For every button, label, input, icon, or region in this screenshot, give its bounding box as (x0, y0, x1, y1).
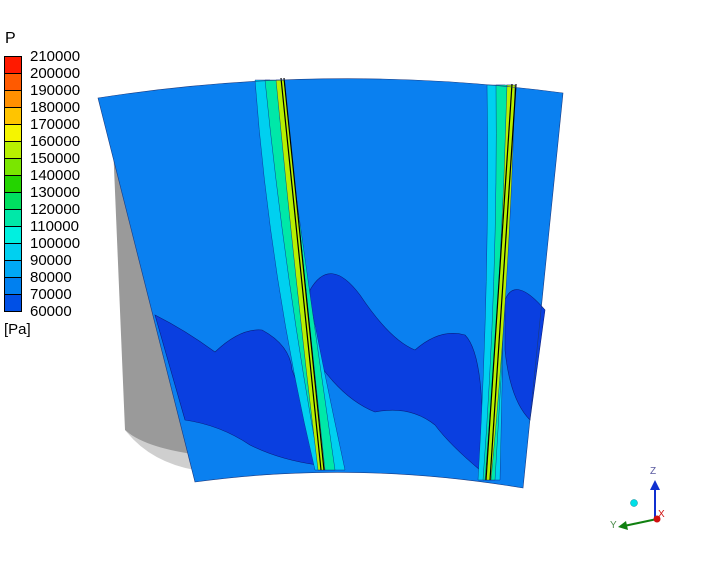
legend-swatch (4, 243, 22, 260)
legend-tick-label: 130000 (30, 184, 81, 201)
legend-swatch (4, 277, 22, 294)
legend-swatch (4, 260, 22, 277)
legend-tick-label: 80000 (30, 269, 72, 286)
legend-swatch (4, 226, 22, 243)
pressure-legend: P 210000 200000 190000 180000 170000 160000 15… (0, 0, 90, 345)
legend-tick-label: 60000 (30, 303, 72, 320)
legend-swatch (4, 175, 22, 192)
legend-swatch (4, 158, 22, 175)
legend-swatch (4, 141, 22, 158)
z-axis-label: Z (650, 466, 656, 477)
x-axis-label: X (658, 509, 665, 520)
legend-tick-label: 190000 (30, 82, 81, 99)
y-axis-label: Y (610, 520, 617, 531)
field-outline (97, 78, 564, 489)
legend-title: P (5, 30, 16, 47)
legend-swatch (4, 107, 22, 124)
legend-tick-label: 210000 (30, 48, 81, 65)
legend-tick-label: 70000 (30, 286, 72, 303)
legend-swatch (4, 73, 22, 90)
light-source-icon[interactable] (630, 499, 638, 507)
blade-wake-left (254, 77, 346, 471)
legend-tick-label: 90000 (30, 252, 72, 269)
legend-tick-label: 180000 (30, 99, 81, 116)
axis-triad[interactable]: Z Y X (610, 466, 665, 531)
legend-tick-label: 120000 (30, 201, 81, 218)
legend-swatch (4, 294, 22, 311)
legend-tick-label: 200000 (30, 65, 81, 82)
blade-wake-right (477, 83, 517, 481)
y-axis-arrowhead (618, 521, 628, 530)
legend-tick-label: 150000 (30, 150, 81, 167)
legend-swatch (4, 209, 22, 226)
legend-tick-label: 140000 (30, 167, 81, 184)
hub-surface-edge (125, 430, 200, 470)
legend-swatch (4, 192, 22, 209)
legend-tick-label: 170000 (30, 116, 81, 133)
x-axis-dot (653, 515, 661, 523)
legend-swatch (4, 124, 22, 141)
legend-swatch (4, 90, 22, 107)
z-axis-arrowhead (650, 480, 660, 490)
legend-tick-label: 100000 (30, 235, 81, 252)
legend-unit: [Pa] (4, 321, 31, 338)
y-axis-arrow (623, 518, 658, 527)
legend-tick-label: 160000 (30, 133, 81, 150)
legend-tick-label: 110000 (30, 218, 79, 235)
